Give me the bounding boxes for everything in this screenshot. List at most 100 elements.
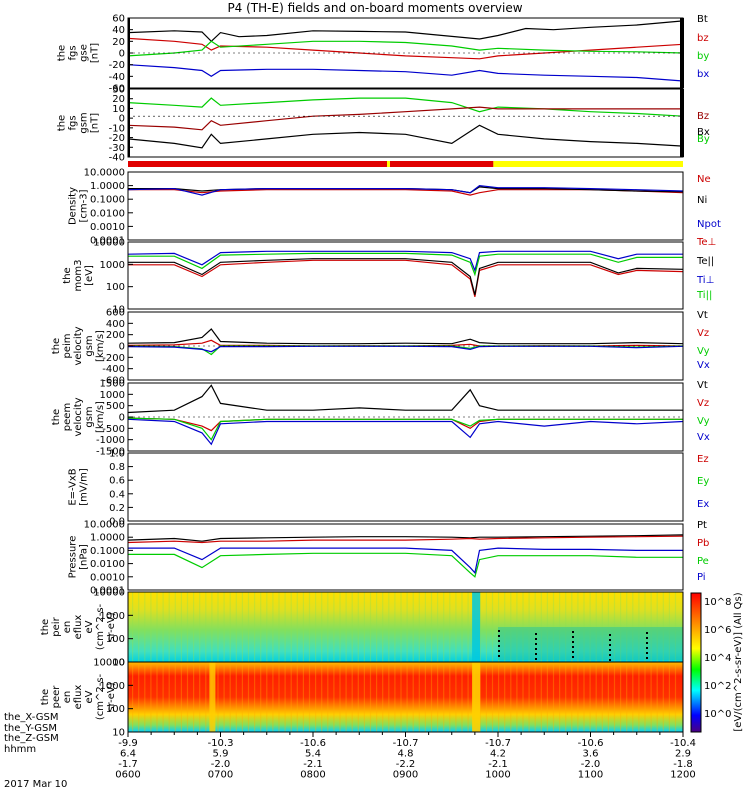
row-label-y-gsm: the_Y-GSM [4, 722, 58, 734]
spectrogram-stripe [144, 592, 146, 662]
y-axis-label-line: [eV] [84, 265, 95, 286]
x-tick-label: 1100 [578, 770, 603, 781]
spectrogram-stripe [577, 662, 579, 732]
y-axis-label-line: [nPa] [79, 544, 90, 570]
spectrogram-speck [535, 658, 537, 660]
series-line-bz [127, 37, 684, 60]
spectrogram-speck [498, 630, 500, 632]
series-line-Pt [127, 534, 684, 542]
series-line-Ti⊥ [127, 250, 683, 273]
spectrogram-stripe [552, 662, 555, 732]
spectrogram-stripe [205, 592, 207, 662]
y-axis-label-line: the [51, 409, 62, 425]
spectrogram-stripe [546, 592, 548, 662]
spectrogram-stripe [357, 592, 359, 662]
spectrogram-stripe [369, 592, 372, 662]
y-tick-label: 1000 [100, 611, 125, 622]
spectrogram-stripe [156, 592, 158, 662]
colorbar-tick-label: 10^2 [704, 681, 731, 692]
y-tick-label: 10 [112, 658, 125, 669]
legend-Vy: Vy [697, 416, 710, 427]
spectrogram-stripe [254, 592, 256, 662]
spectrogram-stripe [327, 592, 329, 662]
spectrogram-stripe [559, 592, 561, 662]
spectrogram-stripe [650, 662, 652, 732]
y-tick-label: 400 [106, 319, 125, 330]
spectrogram-stripe [479, 592, 481, 662]
spectrogram-stripe [315, 662, 317, 732]
spectrogram-stripe [674, 592, 677, 662]
colorbar: 10^8 10^6 10^4 10^2 10^0 [eV/(cm^2-s-sr-eV)] … [690, 592, 744, 733]
y-tick-label: 1.0000 [90, 533, 125, 544]
y-tick-label: -40 [109, 153, 125, 164]
y-axis-label-line: peer [51, 685, 62, 709]
spectrogram-stripe [504, 662, 506, 732]
spectrogram-stripe [186, 662, 189, 732]
y-tick-label: 100 [106, 282, 125, 293]
spectrogram-stripe [211, 592, 213, 662]
spectrogram-stripe [266, 662, 268, 732]
y-axis-label-line: en [62, 621, 73, 634]
spectrogram-speck [609, 654, 611, 656]
y-axis-label-line: velocity [73, 397, 84, 436]
spectrogram-speck [535, 653, 537, 655]
spectrogram-stripe [162, 592, 164, 662]
y-axis-label-line: mom3 [73, 260, 84, 292]
spectrogram-stripe [247, 592, 250, 662]
spectrogram-speck [572, 646, 574, 648]
panel-frame [127, 241, 684, 310]
y-tick-label: 30 [112, 85, 125, 96]
spectrogram-stripe [284, 592, 286, 662]
y-axis-label: thefgsgse[nT] [57, 43, 101, 63]
spectrogram-stripe [510, 592, 512, 662]
spectrogram-stripe [620, 592, 622, 662]
edge-bar [128, 89, 130, 157]
spectrogram-stripe [199, 662, 201, 732]
spectrogram-speck [609, 644, 611, 646]
legend-Bt: Bt [697, 14, 708, 25]
legend-Pb: Pb [697, 538, 709, 549]
y-tick-label: 10 [112, 728, 125, 739]
spectrogram-stripe [449, 592, 451, 662]
spectrogram-stripe [229, 592, 231, 662]
spectrogram-speck [535, 638, 537, 640]
spectrogram-stripe [491, 662, 494, 732]
y-tick-label: 0.2 [109, 503, 125, 514]
spectrogram-dropout [472, 662, 481, 732]
y-tick-label: 0 [119, 413, 125, 424]
y-axis-label: thefgsgsm[nT] [57, 112, 101, 133]
y-axis-label: thepeimvelocitygsm[km/s] [51, 326, 106, 365]
mode-bar-red [390, 161, 494, 167]
spectrogram-stripe [180, 662, 182, 732]
y-tick-label: -30 [109, 143, 125, 154]
y-tick-label: 60 [112, 14, 125, 25]
spectrogram-stripe [418, 592, 420, 662]
colorbar-gradient [690, 592, 702, 733]
y-tick-label: 0.1000 [90, 195, 125, 206]
y-tick-label: 0.0100 [90, 208, 125, 219]
spectrogram-stripe [412, 592, 414, 662]
y-tick-label: 200 [106, 330, 125, 341]
spectrogram-stripe [199, 592, 201, 662]
spectrogram-stripe [601, 662, 603, 732]
mode-bar-red [128, 161, 387, 167]
colorbar-tick-label: 10^6 [704, 625, 731, 636]
spectrogram-speck [498, 645, 500, 647]
y-axis-label-line: eflux [73, 615, 84, 640]
y-tick-label: 10 [112, 305, 125, 316]
y-axis-label-line: gsm [84, 335, 95, 356]
y-tick-label: 1.0000 [90, 181, 125, 192]
y-axis-label-line: eflux [73, 685, 84, 710]
spectrogram-stripe [223, 662, 225, 732]
spectrogram-stripe [406, 592, 408, 662]
panel-4: 10000 1000 100 10 themom3[eV] Te⊥ Te|| Ti⊥ Ti|| [62, 237, 716, 316]
spectrogram-stripe [327, 662, 329, 732]
spectrogram-speck [609, 659, 611, 661]
legend-Npot: Npot [697, 219, 721, 230]
spectrogram-stripe [254, 662, 256, 732]
y-tick-label: 100 [106, 704, 125, 715]
chart-title: P4 (TH-E) fields and on-board moments ov… [227, 1, 523, 15]
x-tick-label: -2.1 [488, 759, 508, 770]
